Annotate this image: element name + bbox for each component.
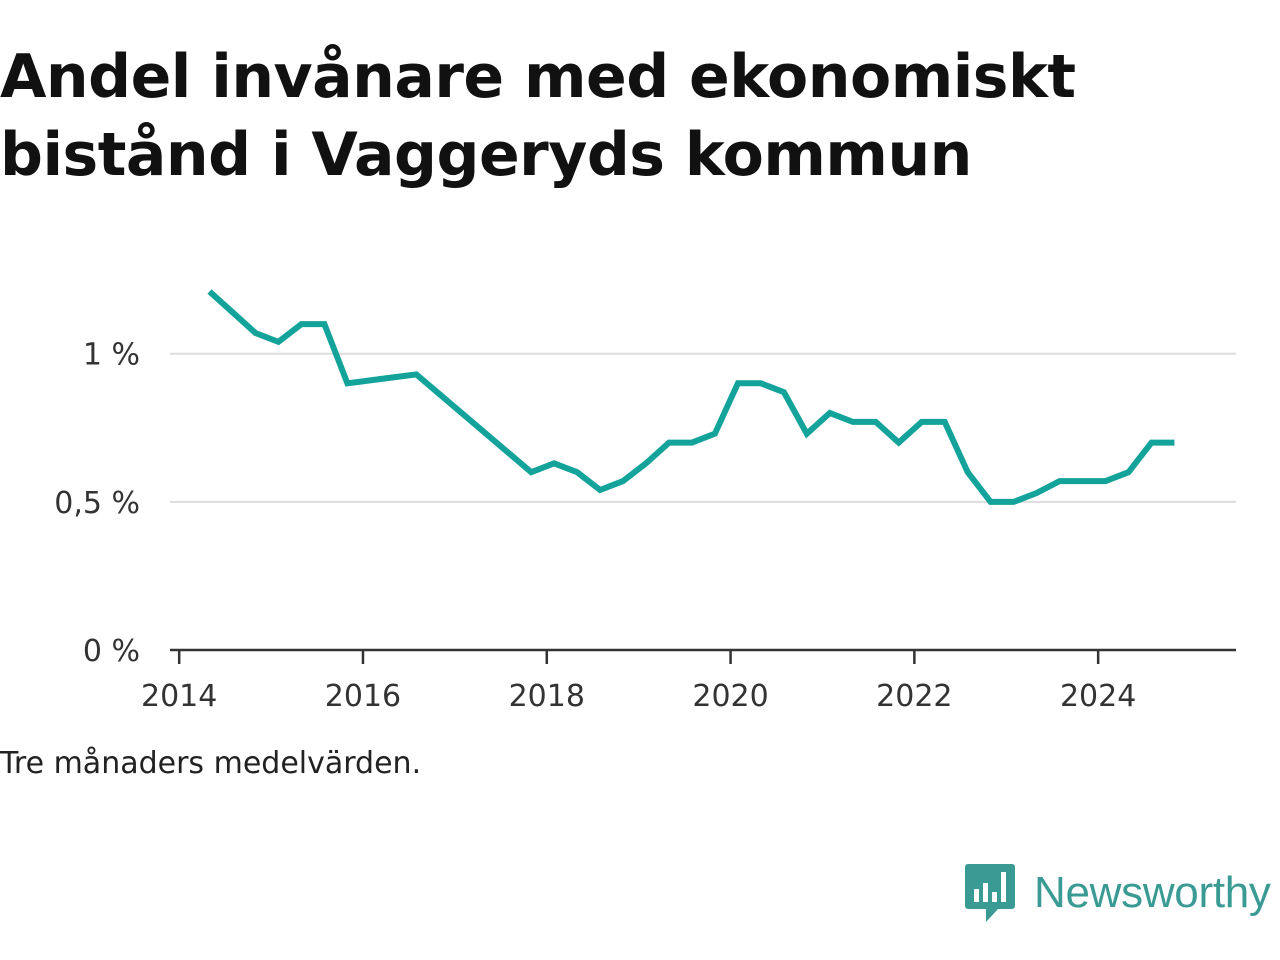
x-tick-label: 2024 bbox=[1060, 679, 1136, 714]
x-tick-label: 2014 bbox=[141, 679, 217, 714]
line-chart: 0 % 0,5 % 1 % 2014 2016 2018 2020 2022 2024 bbox=[54, 289, 1236, 714]
series-line bbox=[207, 289, 1175, 505]
x-tick-label: 2020 bbox=[692, 679, 768, 714]
x-tick-label: 2016 bbox=[325, 679, 401, 714]
x-tick-label: 2022 bbox=[876, 679, 952, 714]
brand-name: Newsworthy bbox=[1034, 868, 1271, 917]
series bbox=[207, 289, 1175, 505]
chart-note: Tre månaders medelvärden. bbox=[0, 746, 422, 781]
y-axis-ticks: 0 % 0,5 % 1 % bbox=[54, 338, 140, 669]
chart-title: Andel invånare med ekonomiskt bistånd i … bbox=[0, 42, 1076, 190]
x-axis: 2014 2016 2018 2020 2022 2024 bbox=[141, 648, 1236, 714]
brand-logo: Newsworthy bbox=[964, 862, 1271, 924]
x-tick-label: 2018 bbox=[509, 679, 585, 714]
y-tick-label: 1 % bbox=[83, 338, 140, 373]
bar-chart-speech-bubble-icon bbox=[965, 864, 1015, 922]
y-tick-label: 0,5 % bbox=[54, 486, 140, 521]
y-tick-label: 0 % bbox=[83, 634, 140, 669]
gridlines bbox=[170, 352, 1236, 503]
